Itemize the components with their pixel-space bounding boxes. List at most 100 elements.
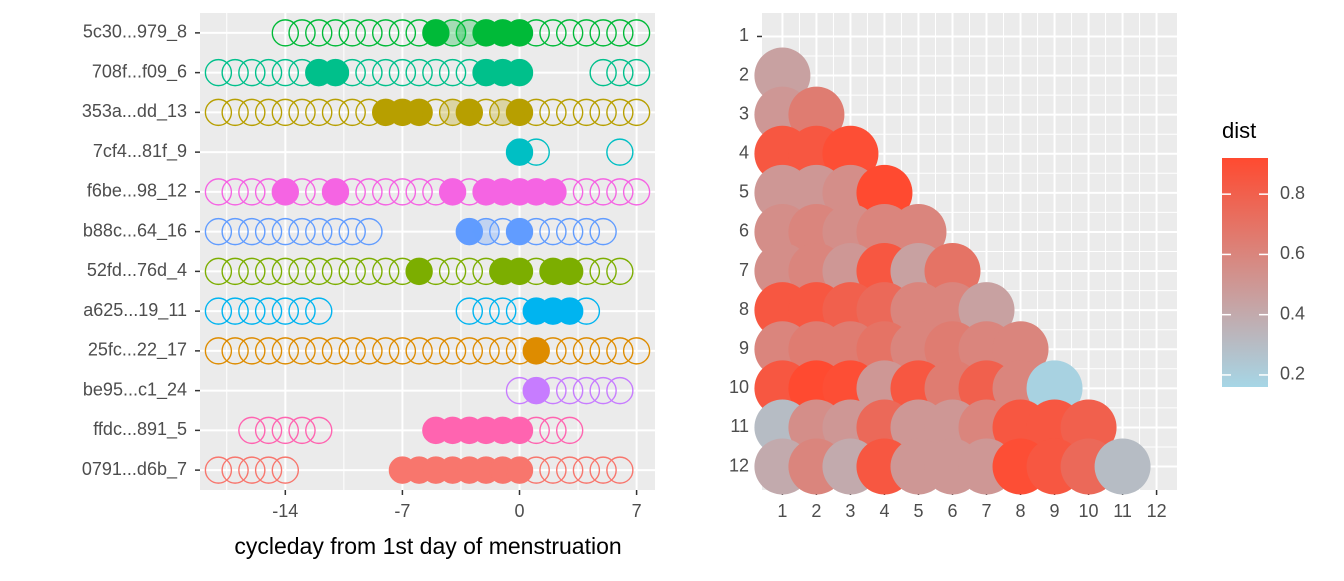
x-tick-label: 12 xyxy=(1147,501,1167,521)
day-dot xyxy=(555,297,584,325)
day-dot xyxy=(539,376,567,405)
day-dot xyxy=(204,337,233,365)
day-dot xyxy=(338,178,366,206)
day-dot xyxy=(472,98,500,127)
day-dot xyxy=(438,19,467,47)
day-dot xyxy=(606,376,634,405)
x-tick-label: -7 xyxy=(394,501,410,521)
day-dot xyxy=(539,98,567,127)
day-dot xyxy=(589,257,617,286)
day-dot xyxy=(572,297,601,325)
x-tick-label: 4 xyxy=(879,501,889,521)
day-dot xyxy=(238,178,266,206)
day-dot xyxy=(338,337,366,365)
day-dot xyxy=(305,257,333,286)
day-dot xyxy=(539,456,567,484)
day-dot xyxy=(321,58,350,87)
day-dot xyxy=(505,217,534,246)
day-dot xyxy=(254,98,283,127)
day-dot xyxy=(271,257,300,286)
day-dot xyxy=(321,257,350,286)
day-dot xyxy=(305,337,333,365)
day-dot xyxy=(622,178,651,206)
day-dot xyxy=(539,217,567,246)
day-dot xyxy=(555,19,584,47)
day-dot xyxy=(606,138,634,166)
y-tick-label: 9 xyxy=(739,338,749,358)
y-tick-label: 2 xyxy=(739,64,749,84)
day-dot xyxy=(288,19,316,47)
x-tick-label: 0 xyxy=(514,501,524,521)
day-dot xyxy=(355,58,383,87)
day-dot xyxy=(254,297,283,325)
day-dot xyxy=(371,58,400,87)
day-dot xyxy=(254,456,283,484)
day-dot xyxy=(405,58,433,87)
day-dot xyxy=(305,297,333,325)
y-tick-label: 25fc...22_17 xyxy=(88,340,187,361)
x-tick-label: 10 xyxy=(1079,501,1099,521)
y-tick-label: b88c...64_16 xyxy=(83,220,187,241)
day-dot xyxy=(522,376,550,405)
day-dot xyxy=(489,337,517,365)
day-dot xyxy=(238,456,266,484)
day-dot xyxy=(204,178,233,206)
dist-dot xyxy=(890,203,947,260)
day-dot xyxy=(572,456,601,484)
day-dot xyxy=(489,297,517,325)
day-dot xyxy=(238,98,266,127)
y-tick-label: f6be...98_12 xyxy=(87,181,187,202)
day-dot xyxy=(422,58,450,87)
y-tick-label: 3 xyxy=(739,103,749,123)
day-dot xyxy=(606,257,634,286)
x-tick-label: 1 xyxy=(777,501,787,521)
y-tick-label: ffdc...891_5 xyxy=(93,419,187,440)
y-tick-label: 11 xyxy=(730,416,749,436)
day-dot xyxy=(455,98,484,127)
day-dot xyxy=(555,337,584,365)
y-tick-label: 10 xyxy=(729,377,749,397)
x-tick-label: 7 xyxy=(982,501,992,521)
day-dot xyxy=(355,19,383,47)
day-dot xyxy=(622,98,651,127)
y-tick-label: 5 xyxy=(739,182,749,202)
day-dot xyxy=(405,257,433,286)
day-dot xyxy=(271,19,300,47)
day-dot xyxy=(555,456,584,484)
day-dot xyxy=(338,19,366,47)
day-dot xyxy=(221,58,249,87)
day-dot xyxy=(371,178,400,206)
day-dot xyxy=(288,416,316,445)
day-dot xyxy=(288,297,316,325)
day-dot xyxy=(455,337,484,365)
panel-background xyxy=(200,13,655,490)
day-dot xyxy=(204,98,233,127)
y-tick-label: 1 xyxy=(739,25,749,45)
day-dot xyxy=(455,217,484,246)
y-tick-label: 6 xyxy=(739,221,749,241)
day-dot xyxy=(271,58,300,87)
day-dot xyxy=(271,217,300,246)
day-dot xyxy=(321,98,350,127)
colorbar xyxy=(1222,158,1268,387)
x-tick-label: 2 xyxy=(811,501,821,521)
day-dot xyxy=(438,337,467,365)
day-dot xyxy=(221,178,249,206)
day-dot xyxy=(371,19,400,47)
day-dot xyxy=(221,456,249,484)
x-tick-label: 8 xyxy=(1016,501,1026,521)
day-dot xyxy=(388,178,417,206)
day-dot xyxy=(505,98,534,127)
day-dot xyxy=(505,138,534,166)
day-dot xyxy=(472,297,500,325)
dist-dot xyxy=(754,47,811,104)
dist-dot xyxy=(1060,399,1117,456)
day-dot xyxy=(355,178,383,206)
x-axis-label: cycleday from 1st day of menstruation xyxy=(234,533,621,559)
day-dot xyxy=(505,58,534,87)
day-dot xyxy=(555,98,584,127)
day-dot xyxy=(204,297,233,325)
day-dot xyxy=(606,337,634,365)
day-dot xyxy=(288,98,316,127)
